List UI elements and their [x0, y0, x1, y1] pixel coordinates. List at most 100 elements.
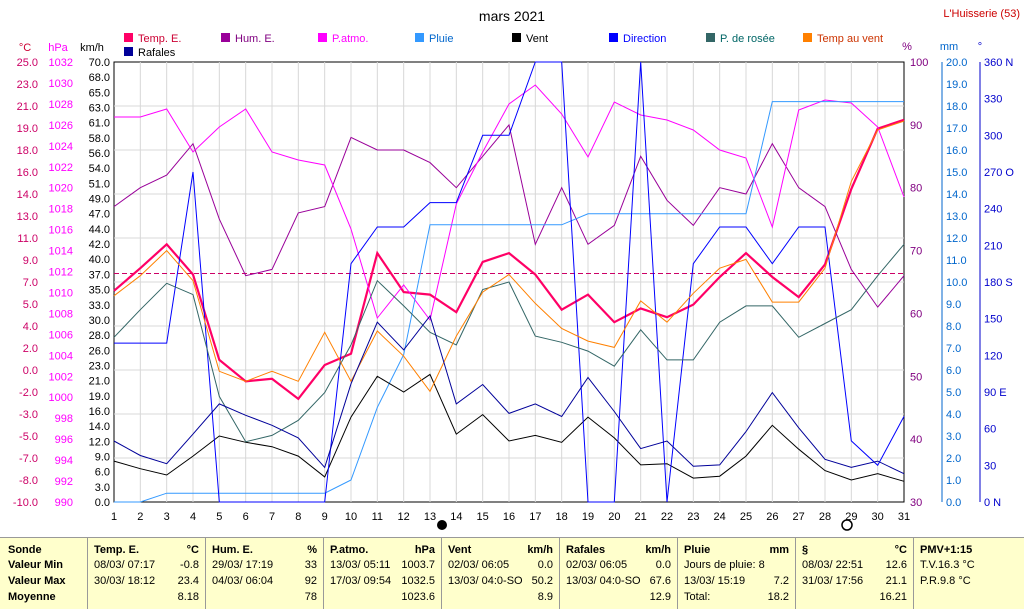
stats-sonde-label: Sonde: [8, 544, 42, 556]
wind-tick-label: 49.0: [89, 194, 110, 206]
legend-swatch-rafales: [124, 47, 133, 56]
day-tick-label: 2: [137, 511, 143, 523]
rain-tick-label: 12.0: [946, 233, 967, 245]
dew-min-value: 12.6: [885, 559, 907, 571]
rafales-avg-value: 12.9: [649, 591, 671, 603]
pressure-tick-label: 1006: [49, 329, 73, 341]
wind-tick-label: 14.0: [89, 421, 110, 433]
legend-swatch-hum-e: [221, 33, 230, 42]
full-moon-icon: [841, 519, 853, 531]
pressure-tick-label: 1004: [49, 350, 73, 362]
pmv-title: PMV+1:15: [920, 544, 973, 556]
temp-stats-panel: Temp. E. °C 08/03/ 07:17 -0.8 30/03/ 18:12…: [88, 538, 206, 609]
series-p-de-ros-e: [113, 243, 905, 443]
temp-tick-label: 5.0: [23, 299, 38, 311]
day-tick-label: 1: [111, 511, 117, 523]
rafales-stats-panel: Rafales km/h 02/03/ 06:05 0.0 13/03/ 04:0-…: [560, 538, 678, 609]
dew-stats-title: §: [802, 544, 809, 556]
temp-tick-label: 23.0: [17, 79, 38, 91]
humidity-tick-label: 60: [910, 308, 922, 320]
legend-label-direction: Direction: [623, 33, 666, 45]
temp-tick-label: 19.0: [17, 123, 38, 135]
pressure-tick-label: 998: [55, 413, 73, 425]
pressure-tick-label: 1016: [49, 225, 73, 237]
wind-tick-label: 51.0: [89, 178, 110, 190]
day-tick-label: 15: [477, 511, 489, 523]
wind-tick-label: 40.0: [89, 254, 110, 266]
wind-tick-label: 16.0: [89, 406, 110, 418]
wind-tick-label: 54.0: [89, 163, 110, 175]
direction-tick-label: 180 S: [984, 277, 1013, 289]
day-tick-label: 14: [450, 511, 462, 523]
temp-tick-label: 11.0: [17, 233, 38, 245]
rafales-stats-unit: km/h: [645, 544, 671, 556]
dew-max-value: 21.1: [885, 575, 907, 587]
hum-stats-title: Hum. E.: [212, 544, 253, 556]
day-tick-label: 3: [164, 511, 170, 523]
pluie-stats-panel: Pluie mm Jours de pluie: 8 13/03/ 15:19 7.…: [678, 538, 796, 609]
direction-tick-label: 0 N: [984, 497, 1001, 509]
hpa-axis-unit: hPa: [48, 42, 68, 54]
hum-stats-panel: Hum. E.% 29/03/ 17:19 33 04/03/ 06:04 92 7…: [206, 538, 324, 609]
legend-label-p-atmo: P.atmo.: [332, 33, 369, 45]
day-tick-label: 21: [635, 511, 647, 523]
chart-title: mars 2021: [479, 8, 545, 24]
day-tick-label: 7: [269, 511, 275, 523]
pressure-tick-label: 1014: [49, 246, 73, 258]
vent-avg-value: 8.9: [537, 591, 553, 603]
wind-tick-label: 6.0: [95, 467, 110, 479]
rain-tick-label: 4.0: [946, 409, 961, 421]
pressure-tick-label: 1008: [49, 308, 73, 320]
rain-tick-label: 13.0: [946, 211, 967, 223]
day-tick-label: 23: [687, 511, 699, 523]
temp-tick-label: -5.0: [19, 431, 38, 443]
legend-label-rafales: Rafales: [138, 47, 176, 59]
rain-tick-label: 1.0: [946, 475, 961, 487]
mm-axis-unit: mm: [940, 41, 958, 53]
day-tick-label: 26: [766, 511, 778, 523]
rain-tick-label: 3.0: [946, 431, 961, 443]
pluie-total-value: 18.2: [767, 591, 789, 603]
legend-label-temp-au-vent: Temp au vent: [817, 33, 883, 45]
rain-tick-label: 0.0: [946, 497, 961, 509]
series-direction: [114, 61, 905, 503]
dew-avg-value: 16.21: [879, 591, 907, 603]
stats-min-label: Valeur Min: [8, 559, 64, 571]
legend-swatch-p-de-ros-e: [706, 33, 715, 42]
wind-tick-label: 44.0: [89, 224, 110, 236]
wind-tick-label: 26.0: [89, 345, 110, 357]
wind-tick-label: 61.0: [89, 118, 110, 130]
humidity-tick-label: 100: [910, 57, 928, 69]
patmo-stats-unit: hPa: [414, 544, 435, 556]
series-temp-au-vent: [113, 120, 905, 393]
temp-min-date: 08/03/ 07:17: [94, 559, 156, 571]
wind-tick-label: 63.0: [89, 103, 110, 115]
vent-max-value: 50.2: [531, 575, 553, 587]
pressure-axis: 1032 1030 1028 1026 1024 1022 1020 1018 1016 1014…: [49, 57, 73, 509]
day-tick-label: 22: [661, 511, 673, 523]
direction-tick-label: 240: [984, 204, 1002, 216]
kmh-axis-unit: km/h: [80, 42, 104, 54]
temp-axis: 25.0 23.0 21.0 19.0 18.0 16.0 14.0 13.0 11.0 9.0 7…: [13, 57, 38, 509]
pluie-total-label: Total:: [684, 591, 711, 603]
vent-stats-panel: Vent km/h 02/03/ 06:05 0.0 13/03/ 04:0-SO 5…: [442, 538, 560, 609]
direction-tick-label: 30: [984, 460, 996, 472]
day-tick-label: 9: [322, 511, 328, 523]
direction-tick-label: 90 E: [984, 387, 1007, 399]
rafales-min-value: 0.0: [655, 559, 671, 571]
direction-tick-label: 120: [984, 350, 1002, 362]
direction-tick-label: 360 N: [984, 57, 1013, 69]
pluie-stats-title: Pluie: [684, 544, 711, 556]
pmv-stats-panel: PMV+1:15 T.V.16.3 °C P.R.9.8 °C: [914, 538, 1024, 609]
legend-label-hum-e: Hum. E.: [235, 33, 275, 45]
wind-tick-label: 68.0: [89, 72, 110, 84]
pluie-rain-days: Jours de pluie: 8: [684, 559, 765, 571]
humidity-tick-label: 70: [910, 246, 922, 258]
day-axis: 1 2 3 4 5 6 7 8 9 10 11 12 13 14 15 16 17 18 19 20 21 22 23 24 2…: [111, 511, 910, 523]
legend-swatch-p-atmo: [318, 33, 327, 42]
temp-stats-title: Temp. E.: [94, 544, 140, 556]
pluie-stats-unit: mm: [769, 544, 789, 556]
direction-tick-label: 330: [984, 94, 1002, 106]
humidity-tick-label: 80: [910, 183, 922, 195]
direction-tick-label: 150: [984, 314, 1002, 326]
